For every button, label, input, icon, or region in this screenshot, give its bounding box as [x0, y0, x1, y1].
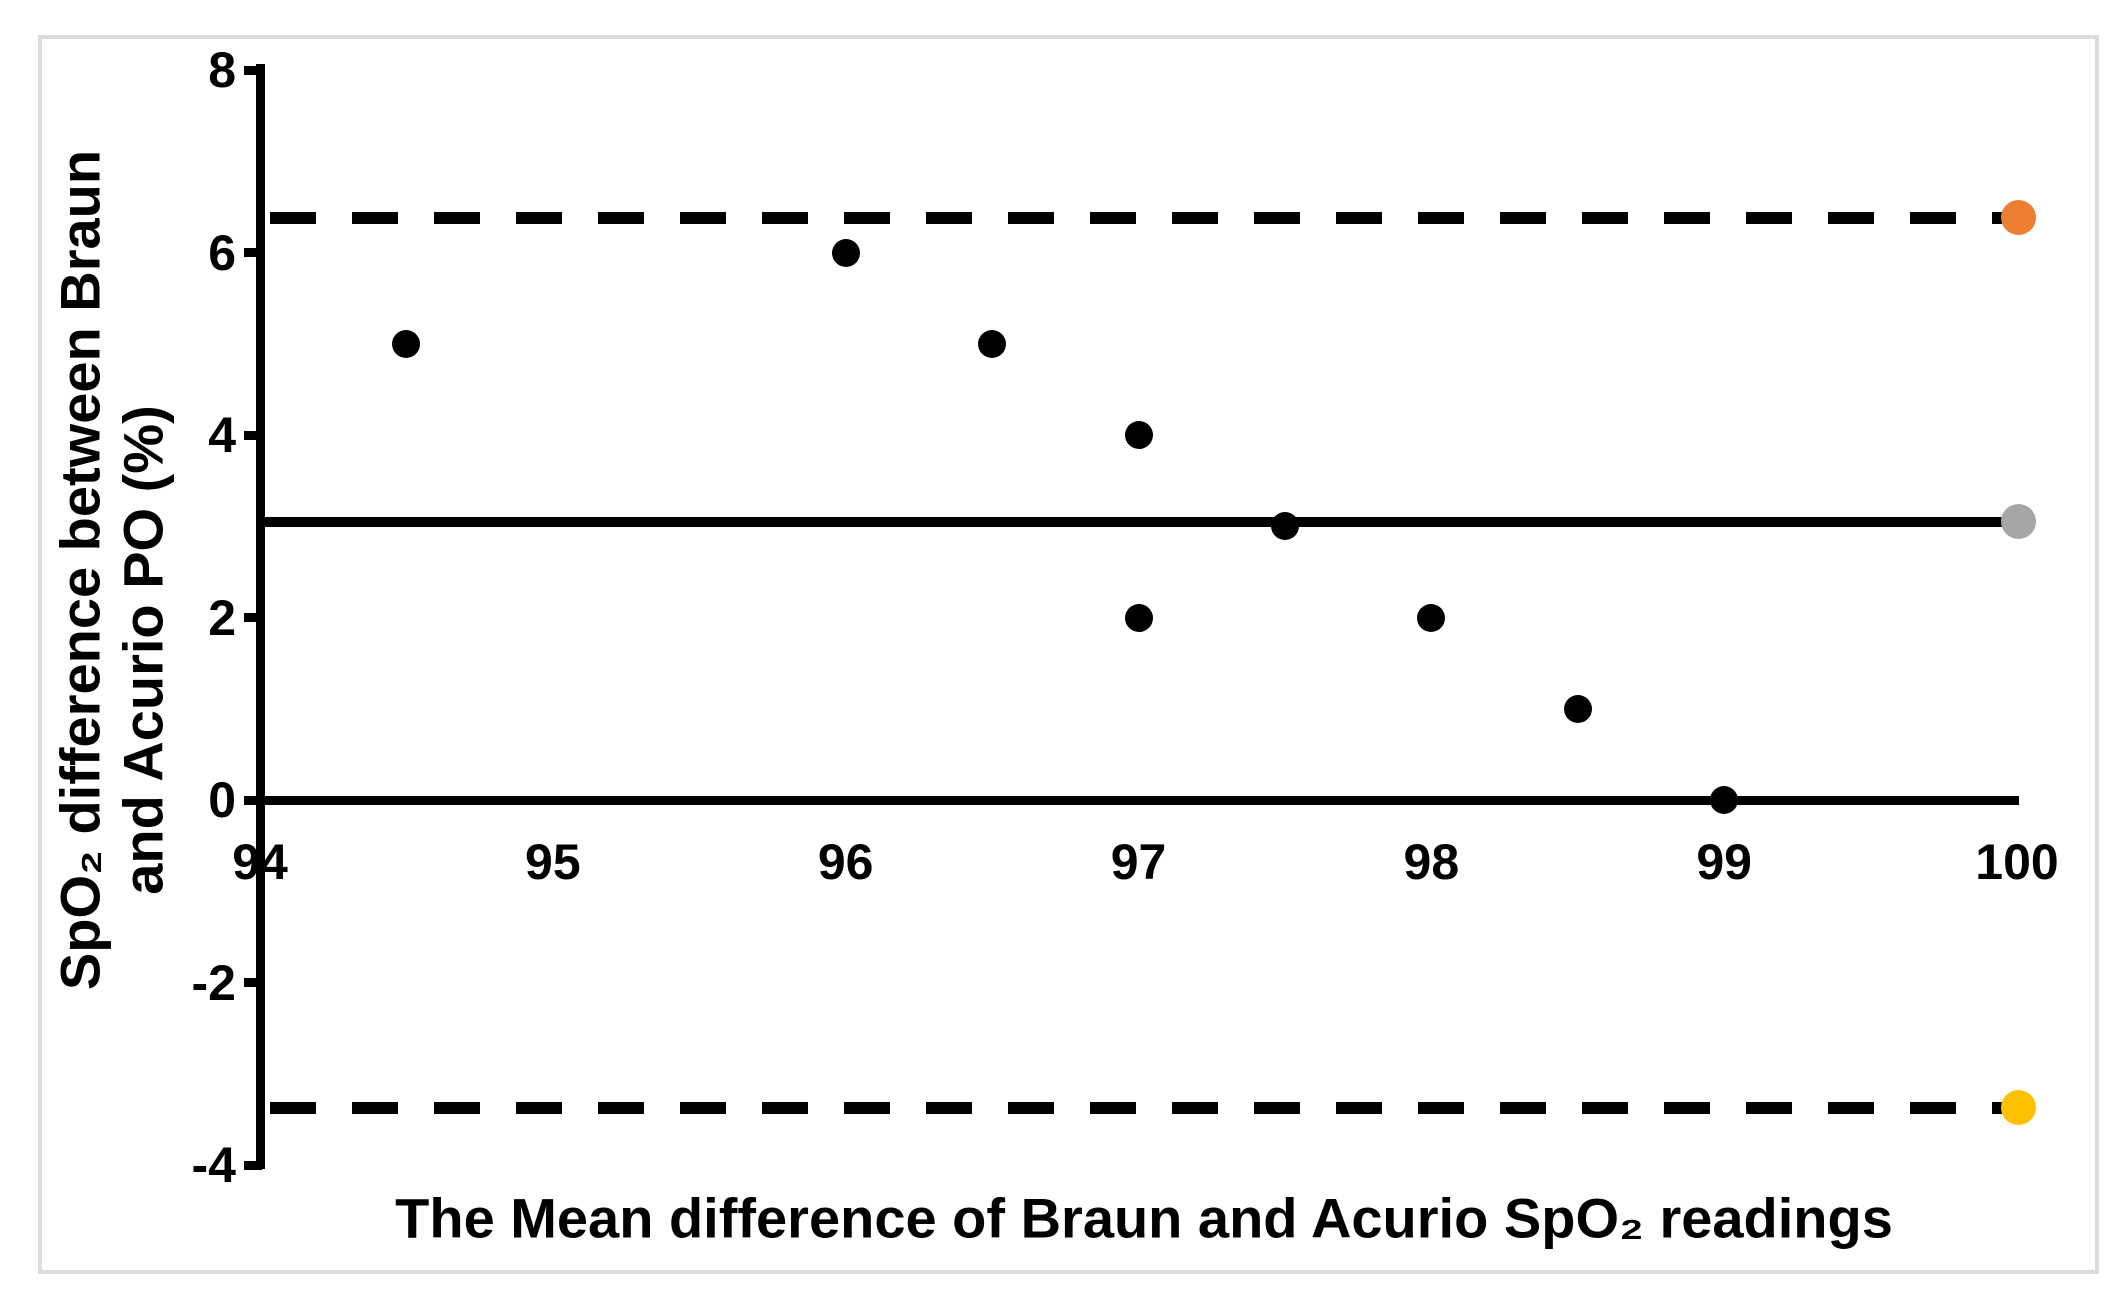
y-axis-tick: [244, 65, 262, 75]
x-axis-tick-label: 98: [1403, 834, 1460, 890]
x-axis-tick-label: 96: [817, 834, 874, 890]
y-axis-tick-label: 2: [208, 589, 236, 646]
data-point: [1270, 512, 1299, 541]
y-axis-tick: [244, 613, 262, 622]
y-axis-tick-label: 8: [208, 42, 236, 98]
y-axis-tick-label: 6: [208, 224, 236, 281]
y-axis-tick-label: -2: [191, 954, 236, 1011]
data-point: [1124, 603, 1153, 632]
x-axis-tick-label: 95: [525, 834, 581, 890]
data-point: [978, 329, 1007, 358]
y-axis-tick-label: -4: [191, 1137, 236, 1193]
y-axis-title-line1: SpO₂ difference between Braun: [48, 149, 112, 991]
data-point: [831, 238, 860, 267]
mean-difference-endpoint-dot: [2000, 504, 2036, 540]
data-point: [1710, 786, 1739, 814]
y-axis-title-line2: and Acurio PO (%): [111, 405, 175, 895]
upper-limit-of-agreement-line: [270, 211, 2002, 224]
x-axis-tick-label: 100: [1975, 834, 2059, 890]
y-axis-tick-label: 4: [208, 407, 236, 463]
y-axis-tick: [244, 430, 262, 440]
x-axis-tick-label: 97: [1110, 834, 1167, 890]
data-point: [1563, 694, 1592, 723]
lower-limit-of-agreement-endpoint-dot: [2000, 1090, 2036, 1125]
x-axis-tick-label: 99: [1696, 834, 1752, 890]
y-axis-tick: [244, 978, 262, 987]
upper-limit-of-agreement-endpoint-dot: [2000, 200, 2036, 236]
chart-frame-border: [38, 35, 2099, 1274]
mean-difference-line: [260, 516, 2018, 527]
data-point: [1124, 421, 1153, 449]
y-axis-tick-label: 0: [208, 772, 236, 828]
y-axis-tick: [244, 248, 262, 257]
x-axis-title: The Mean difference of Braun and Acurio …: [395, 1186, 1893, 1250]
lower-limit-of-agreement-line: [270, 1101, 2002, 1114]
y-axis-tick: [244, 795, 262, 805]
x-axis-tick-label: 94: [232, 834, 288, 890]
data-point: [392, 329, 421, 358]
data-point: [1417, 603, 1446, 632]
zero-baseline-line: [255, 795, 2019, 805]
y-axis-tick: [244, 1160, 262, 1170]
